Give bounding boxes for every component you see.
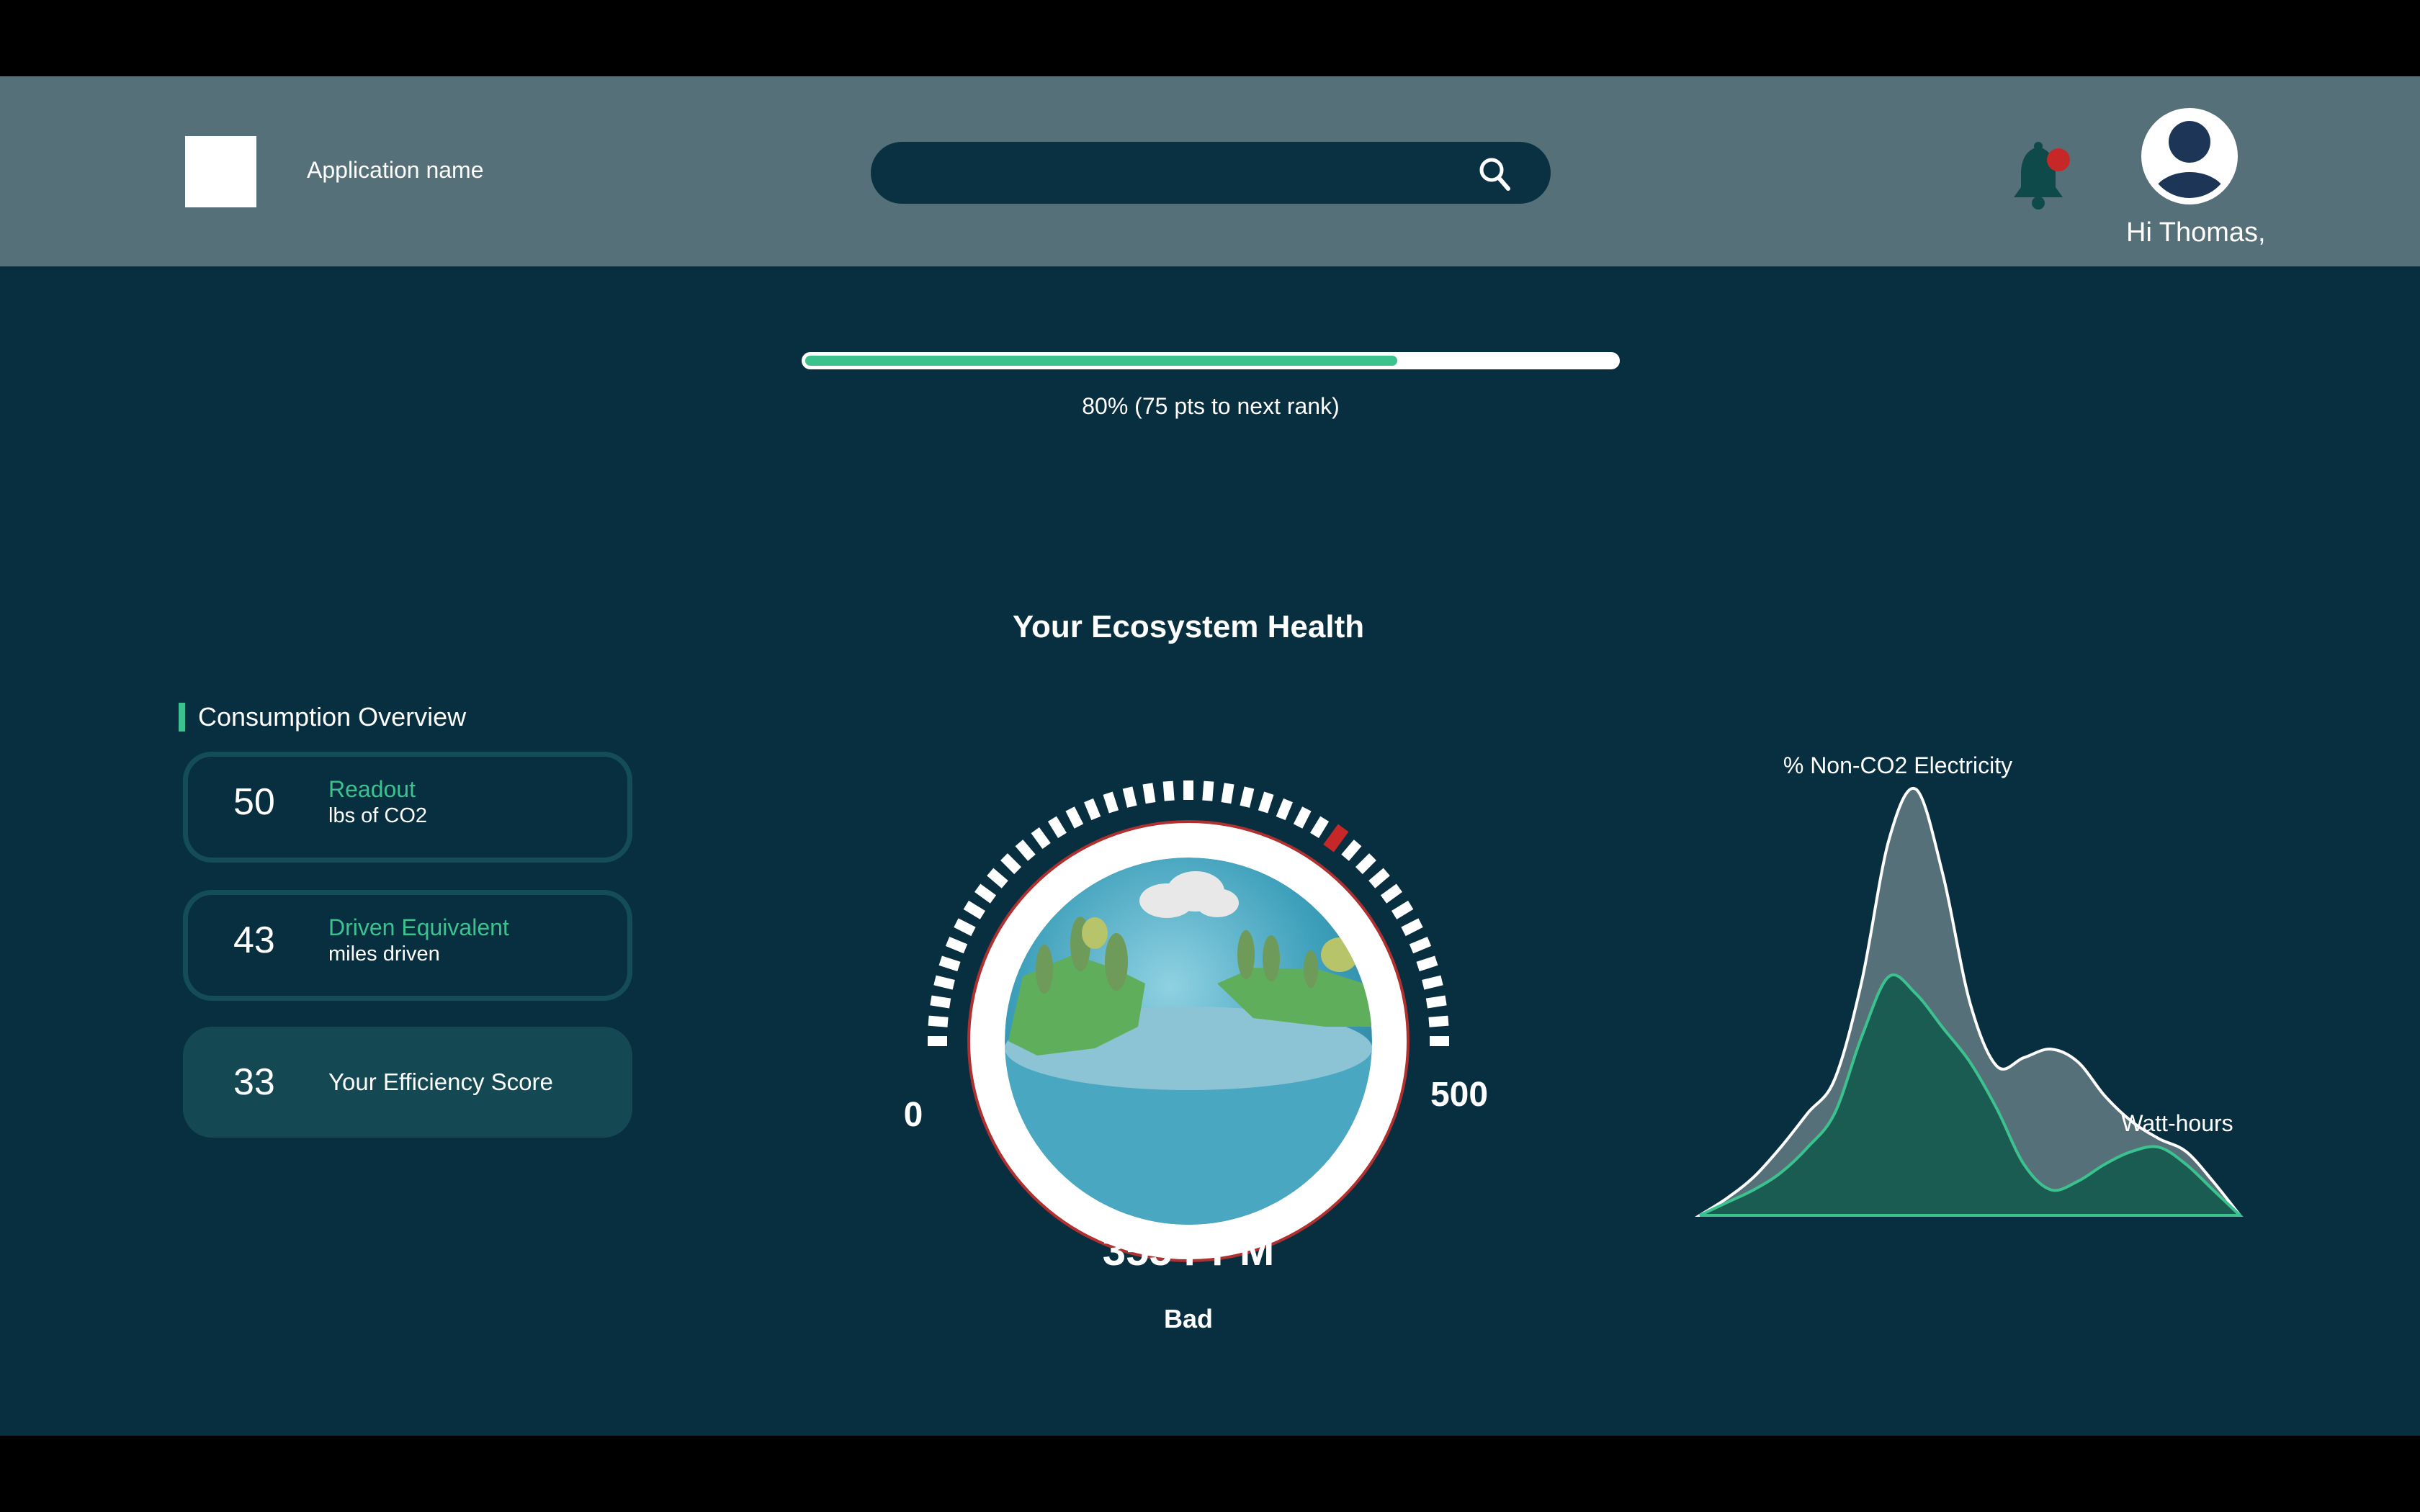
gauge-tick — [1425, 995, 1447, 1009]
search-input[interactable] — [900, 142, 1479, 205]
gauge-tick — [928, 1015, 949, 1027]
gauge-tick — [938, 955, 961, 972]
gauge-tick — [1391, 900, 1414, 919]
gauge-tick — [1380, 883, 1402, 904]
gauge-tick — [1047, 816, 1067, 839]
gauge-tick — [1162, 780, 1175, 801]
gauge-tick — [987, 868, 1008, 888]
efficiency-score-card[interactable]: 33 Your Efficiency Score — [183, 1027, 632, 1138]
gauge-tick — [1142, 783, 1156, 804]
gauge-tick — [1401, 918, 1423, 937]
gauge-indicator — [1323, 824, 1349, 852]
efficiency-score-label: Your Efficiency Score — [328, 1068, 553, 1095]
gauge-tick — [1293, 806, 1312, 829]
notification-bell-icon[interactable] — [2009, 140, 2074, 212]
gauge-tick — [1103, 791, 1119, 814]
gauge-scale — [928, 780, 1449, 1046]
gauge-tick — [1409, 937, 1432, 954]
avatar[interactable] — [2141, 108, 2238, 204]
search-bar[interactable] — [871, 142, 1551, 205]
readout-value: 50 — [233, 781, 275, 823]
gauge-tick — [1221, 783, 1234, 804]
annotation-non-co2: % Non-CO2 Electricity — [1783, 752, 2012, 778]
readout-label: Readout — [328, 776, 416, 802]
rank-progress-fill — [805, 356, 1397, 366]
app-screen: Application name Hi Thomas, 80% ( — [0, 76, 2420, 1436]
search-icon[interactable] — [1477, 156, 1513, 192]
gauge-max-label: 500 — [1430, 1076, 1488, 1114]
gauge-tick — [1355, 853, 1376, 875]
gauge-tick — [1428, 1015, 1449, 1027]
notification-dot — [2047, 148, 2070, 171]
gauge-tick — [1122, 786, 1137, 808]
gauge-tick — [1416, 955, 1438, 972]
app-logo[interactable] — [185, 136, 256, 207]
gauge-tick — [1084, 798, 1101, 821]
gauge-tick — [1015, 840, 1036, 861]
ecosystem-gauge: 0 500 — [904, 780, 1488, 1262]
gauge-tick — [1202, 780, 1214, 801]
user-greeting: Hi Thomas, — [2126, 217, 2266, 248]
gauge-min-label: 0 — [904, 1096, 923, 1134]
gauge-tick — [1276, 798, 1293, 821]
gauge-tick — [1422, 975, 1443, 990]
series-non-co2-area — [1695, 786, 2244, 1217]
top-bar: Application name Hi Thomas, — [0, 76, 2420, 266]
driven-equivalent-label: Driven Equivalent — [328, 914, 509, 940]
gauge-tick — [974, 883, 997, 904]
driven-equivalent-card[interactable]: 43 Driven Equivalent miles driven — [183, 890, 632, 1001]
gauge-tick — [930, 995, 951, 1009]
readout-unit: lbs of CO2 — [328, 804, 427, 827]
health-status: Bad — [1163, 1304, 1213, 1333]
gauge-tick — [1065, 806, 1084, 829]
gauge-tick — [933, 975, 955, 990]
app-name: Application name — [307, 157, 484, 183]
gauge-tick — [945, 937, 968, 954]
electricity-area-chart: % Non-CO2 Electricity Watt-hours — [1695, 752, 2244, 1217]
driven-equivalent-unit: miles driven — [328, 942, 440, 966]
gauge-tick — [954, 918, 976, 937]
gauge-tick — [1240, 786, 1255, 808]
series-watt-hours-area — [1699, 973, 2244, 1217]
rank-progress-bar — [802, 352, 1620, 369]
rank-progress-label: 80% (75 pts to next rank) — [1082, 393, 1340, 419]
ecosystem-health-title: Your Ecosystem Health — [1012, 609, 1365, 644]
readout-card[interactable]: 50 Readout lbs of CO2 — [183, 752, 632, 863]
efficiency-score-value: 33 — [233, 1061, 275, 1103]
consumption-overview-title: Consumption Overview — [179, 703, 466, 732]
gauge-tick — [1368, 868, 1390, 888]
gauge-tick — [1310, 816, 1330, 839]
gauge-tick — [1000, 853, 1022, 875]
gauge-tick — [1258, 791, 1274, 814]
gauge-tick — [1031, 827, 1051, 850]
annotation-watt-hours: Watt-hours — [2121, 1110, 2233, 1136]
gauge-tick — [963, 900, 986, 919]
ppm-reading: 355 PPM — [1102, 1228, 1275, 1274]
driven-equivalent-value: 43 — [233, 919, 275, 961]
gauge-tick — [1341, 840, 1362, 861]
